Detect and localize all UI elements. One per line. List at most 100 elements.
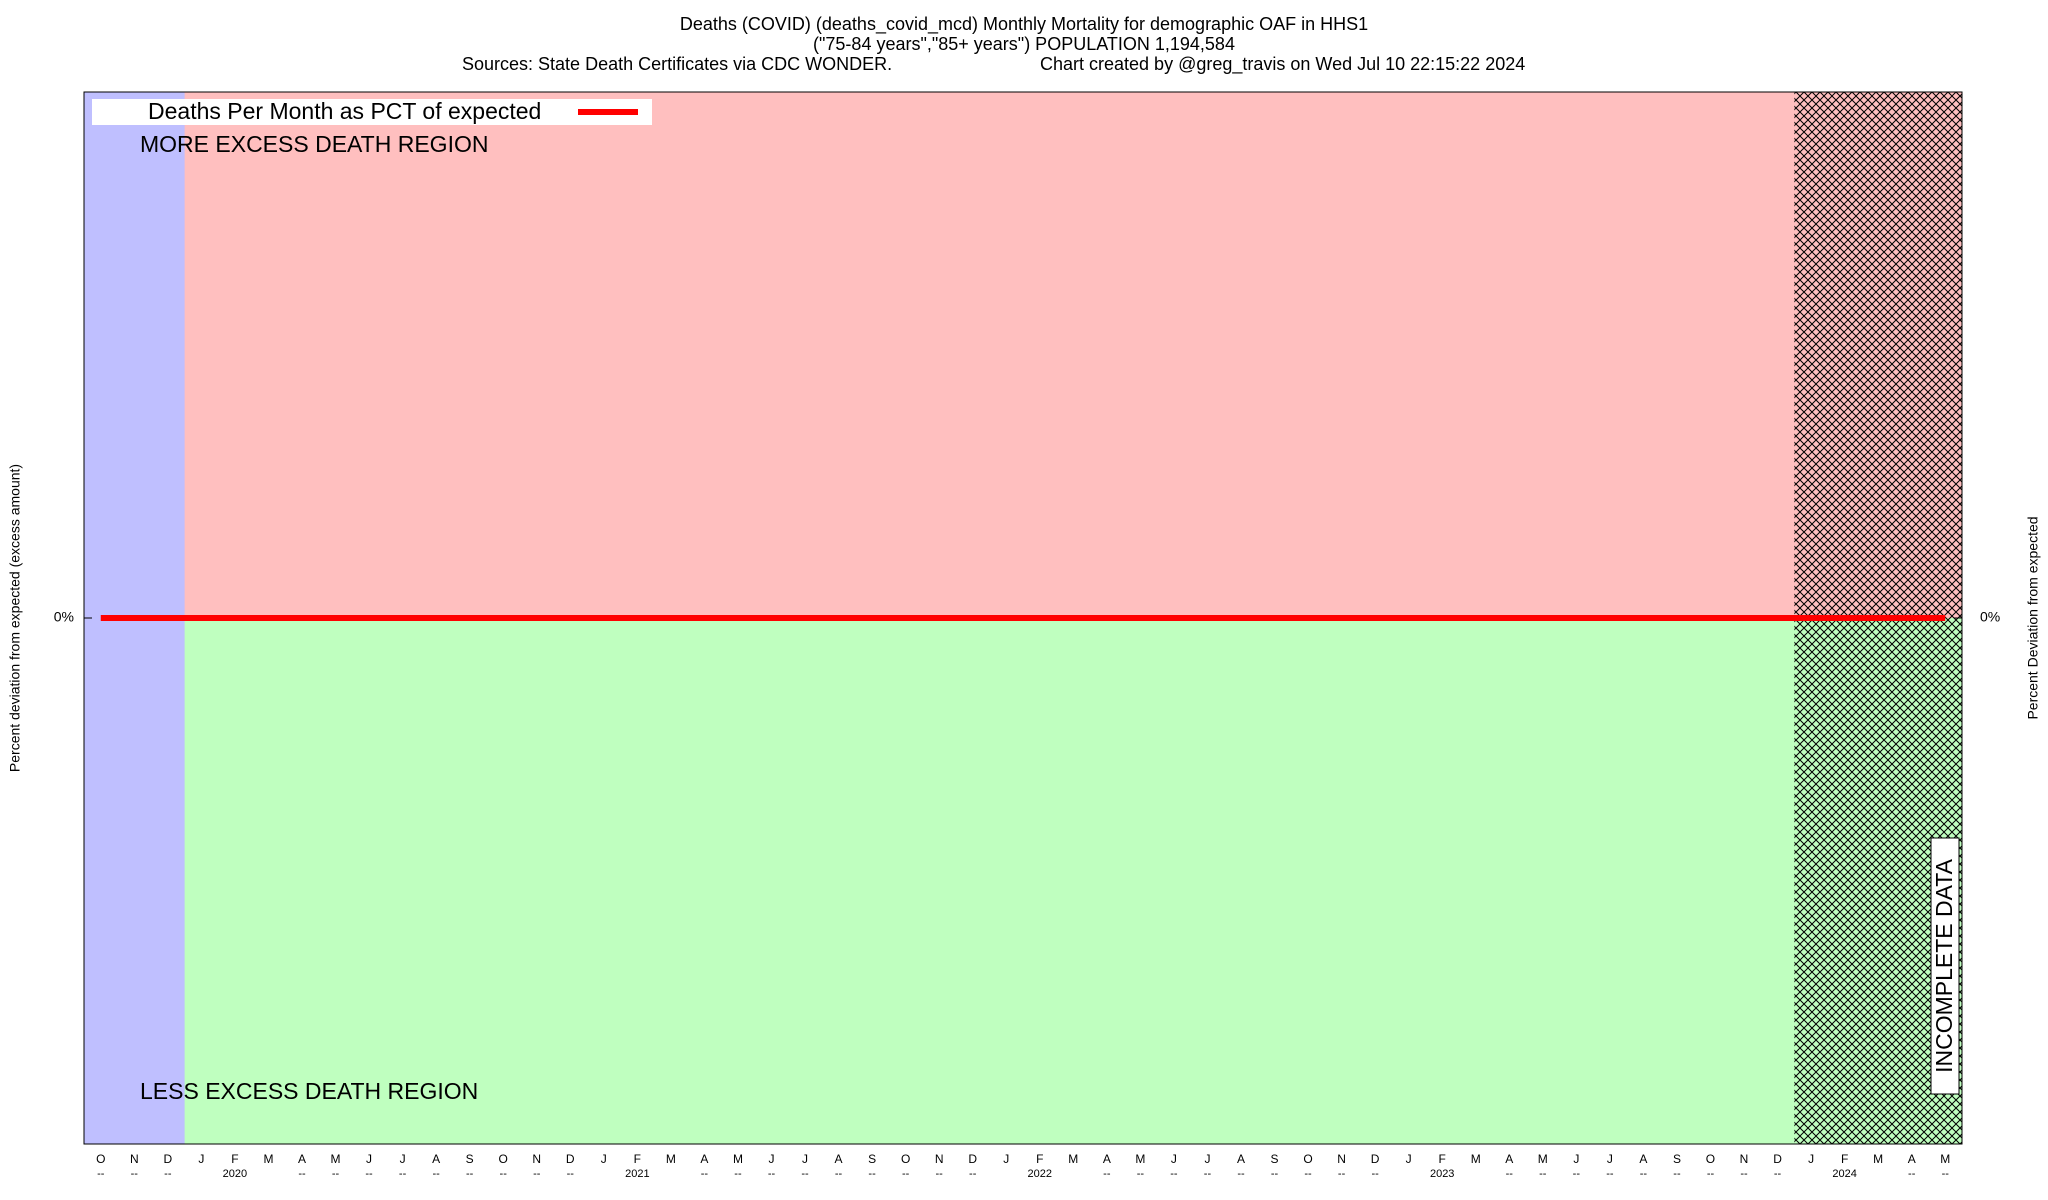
x-sublabel: -- [902, 1168, 910, 1180]
x-tick-label: S [466, 1152, 474, 1166]
x-sublabel: -- [1539, 1168, 1547, 1180]
x-tick-label: J [1808, 1152, 1814, 1166]
x-sublabel: -- [1908, 1168, 1916, 1180]
x-sublabel: 2022 [1028, 1168, 1052, 1180]
x-tick-label: M [1471, 1152, 1481, 1166]
x-tick-label: J [1607, 1152, 1613, 1166]
x-tick-label: N [532, 1152, 541, 1166]
x-tick-label: M [263, 1152, 273, 1166]
x-tick-label: A [1237, 1152, 1245, 1166]
x-tick-label: N [1337, 1152, 1346, 1166]
x-tick-label: A [700, 1152, 708, 1166]
x-sublabel: -- [567, 1168, 575, 1180]
x-tick-label: F [1439, 1152, 1446, 1166]
x-sublabel: -- [97, 1168, 105, 1180]
annotation: INCOMPLETE DATA [1931, 858, 1957, 1072]
x-tick-label: F [1036, 1152, 1043, 1166]
x-tick-label: J [198, 1152, 204, 1166]
x-tick-label: N [935, 1152, 944, 1166]
x-sublabel: -- [1237, 1168, 1245, 1180]
chart-title: Deaths (COVID) (deaths_covid_mcd) Monthl… [680, 14, 1368, 35]
x-tick-label: M [1135, 1152, 1145, 1166]
x-tick-label: N [130, 1152, 139, 1166]
x-sublabel: -- [1271, 1168, 1279, 1180]
x-sublabel: 2021 [625, 1168, 649, 1180]
x-tick-label: D [1773, 1152, 1782, 1166]
x-sublabel: -- [969, 1168, 977, 1180]
legend-label: Deaths Per Month as PCT of expected [148, 98, 541, 124]
x-sublabel: -- [500, 1168, 508, 1180]
x-tick-label: A [1505, 1152, 1513, 1166]
x-sublabel: -- [1204, 1168, 1212, 1180]
x-sublabel: -- [1673, 1168, 1681, 1180]
x-tick-label: O [1303, 1152, 1312, 1166]
x-sublabel: -- [935, 1168, 943, 1180]
x-sublabel: -- [533, 1168, 541, 1180]
x-tick-label: J [1204, 1152, 1210, 1166]
x-sublabel: -- [1774, 1168, 1782, 1180]
x-tick-label: S [868, 1152, 876, 1166]
x-tick-label: M [1873, 1152, 1883, 1166]
x-sublabel: -- [1506, 1168, 1514, 1180]
x-tick-label: M [666, 1152, 676, 1166]
x-tick-label: A [298, 1152, 306, 1166]
x-tick-label: S [1271, 1152, 1279, 1166]
annotation: MORE EXCESS DEATH REGION [140, 131, 488, 157]
x-sublabel: -- [868, 1168, 876, 1180]
x-sublabel: -- [1707, 1168, 1715, 1180]
x-sublabel: -- [835, 1168, 843, 1180]
x-sublabel: -- [1338, 1168, 1346, 1180]
x-sublabel: -- [365, 1168, 373, 1180]
x-sublabel: -- [768, 1168, 776, 1180]
credit-note: Chart created by @greg_travis on Wed Jul… [1040, 54, 1525, 75]
x-sublabel: -- [1103, 1168, 1111, 1180]
x-sublabel: -- [701, 1168, 709, 1180]
x-sublabel: -- [1371, 1168, 1379, 1180]
x-tick-label: F [231, 1152, 238, 1166]
x-tick-label: J [1573, 1152, 1579, 1166]
x-tick-label: O [1706, 1152, 1715, 1166]
x-tick-label: N [1740, 1152, 1749, 1166]
x-tick-label: J [1406, 1152, 1412, 1166]
source-note: Sources: State Death Certificates via CD… [462, 54, 892, 74]
x-tick-label: F [1841, 1152, 1848, 1166]
x-tick-label: J [1003, 1152, 1009, 1166]
x-tick-label: S [1673, 1152, 1681, 1166]
x-tick-label: O [96, 1152, 105, 1166]
x-tick-label: M [733, 1152, 743, 1166]
x-tick-label: A [1103, 1152, 1111, 1166]
x-sublabel: -- [466, 1168, 474, 1180]
x-tick-label: D [1371, 1152, 1380, 1166]
x-sublabel: 2023 [1430, 1168, 1454, 1180]
x-sublabel: -- [1137, 1168, 1145, 1180]
x-tick-label: J [1171, 1152, 1177, 1166]
x-tick-label: D [968, 1152, 977, 1166]
x-tick-label: J [366, 1152, 372, 1166]
x-sublabel: -- [734, 1168, 742, 1180]
x-sublabel: -- [801, 1168, 809, 1180]
x-sublabel: -- [1640, 1168, 1648, 1180]
y-tick-label: 0% [54, 609, 74, 625]
legend-box [92, 99, 652, 125]
chart-subtitle: ("75-84 years","85+ years") POPULATION 1… [813, 34, 1235, 54]
x-sublabel: 2020 [223, 1168, 247, 1180]
x-tick-label: D [566, 1152, 575, 1166]
x-tick-label: F [634, 1152, 641, 1166]
x-sublabel: 2024 [1832, 1168, 1856, 1180]
x-tick-label: M [1538, 1152, 1548, 1166]
x-sublabel: -- [1573, 1168, 1581, 1180]
x-sublabel: -- [131, 1168, 139, 1180]
x-tick-label: J [400, 1152, 406, 1166]
annotation: LESS EXCESS DEATH REGION [140, 1078, 478, 1104]
x-tick-label: D [164, 1152, 173, 1166]
x-sublabel: -- [399, 1168, 407, 1180]
x-sublabel: -- [1740, 1168, 1748, 1180]
x-tick-label: O [499, 1152, 508, 1166]
x-tick-label: A [1908, 1152, 1916, 1166]
x-sublabel: -- [298, 1168, 306, 1180]
y2-tick-label: 0% [1980, 609, 2000, 625]
x-sublabel: -- [1942, 1168, 1950, 1180]
x-tick-label: A [432, 1152, 440, 1166]
x-tick-label: M [1940, 1152, 1950, 1166]
